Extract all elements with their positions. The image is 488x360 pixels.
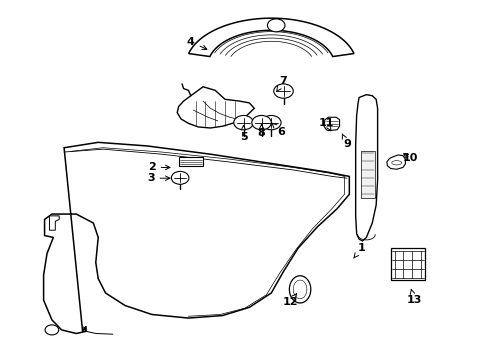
Polygon shape (188, 18, 353, 57)
Circle shape (267, 19, 285, 32)
Text: 7: 7 (276, 76, 287, 91)
Text: 9: 9 (342, 134, 350, 149)
Circle shape (251, 116, 271, 130)
Polygon shape (289, 276, 310, 303)
Text: 3: 3 (147, 173, 170, 183)
Polygon shape (43, 142, 348, 333)
Text: 1: 1 (353, 243, 365, 258)
Polygon shape (390, 248, 424, 280)
Circle shape (233, 116, 253, 130)
Text: 6: 6 (271, 123, 285, 136)
Polygon shape (177, 87, 254, 128)
Circle shape (261, 116, 281, 130)
Polygon shape (386, 155, 405, 169)
Polygon shape (360, 151, 374, 198)
Text: 4: 4 (186, 37, 206, 49)
Text: 11: 11 (318, 118, 333, 131)
Polygon shape (355, 95, 377, 241)
Polygon shape (178, 157, 203, 166)
Circle shape (273, 84, 293, 98)
Text: 5: 5 (239, 126, 247, 142)
Text: 2: 2 (148, 162, 170, 172)
Polygon shape (324, 117, 339, 131)
Polygon shape (49, 216, 59, 230)
Text: 13: 13 (406, 289, 421, 305)
Text: 10: 10 (402, 153, 417, 163)
Text: 8: 8 (257, 125, 265, 138)
Circle shape (45, 325, 59, 335)
Text: 12: 12 (282, 294, 298, 307)
Circle shape (171, 171, 188, 184)
